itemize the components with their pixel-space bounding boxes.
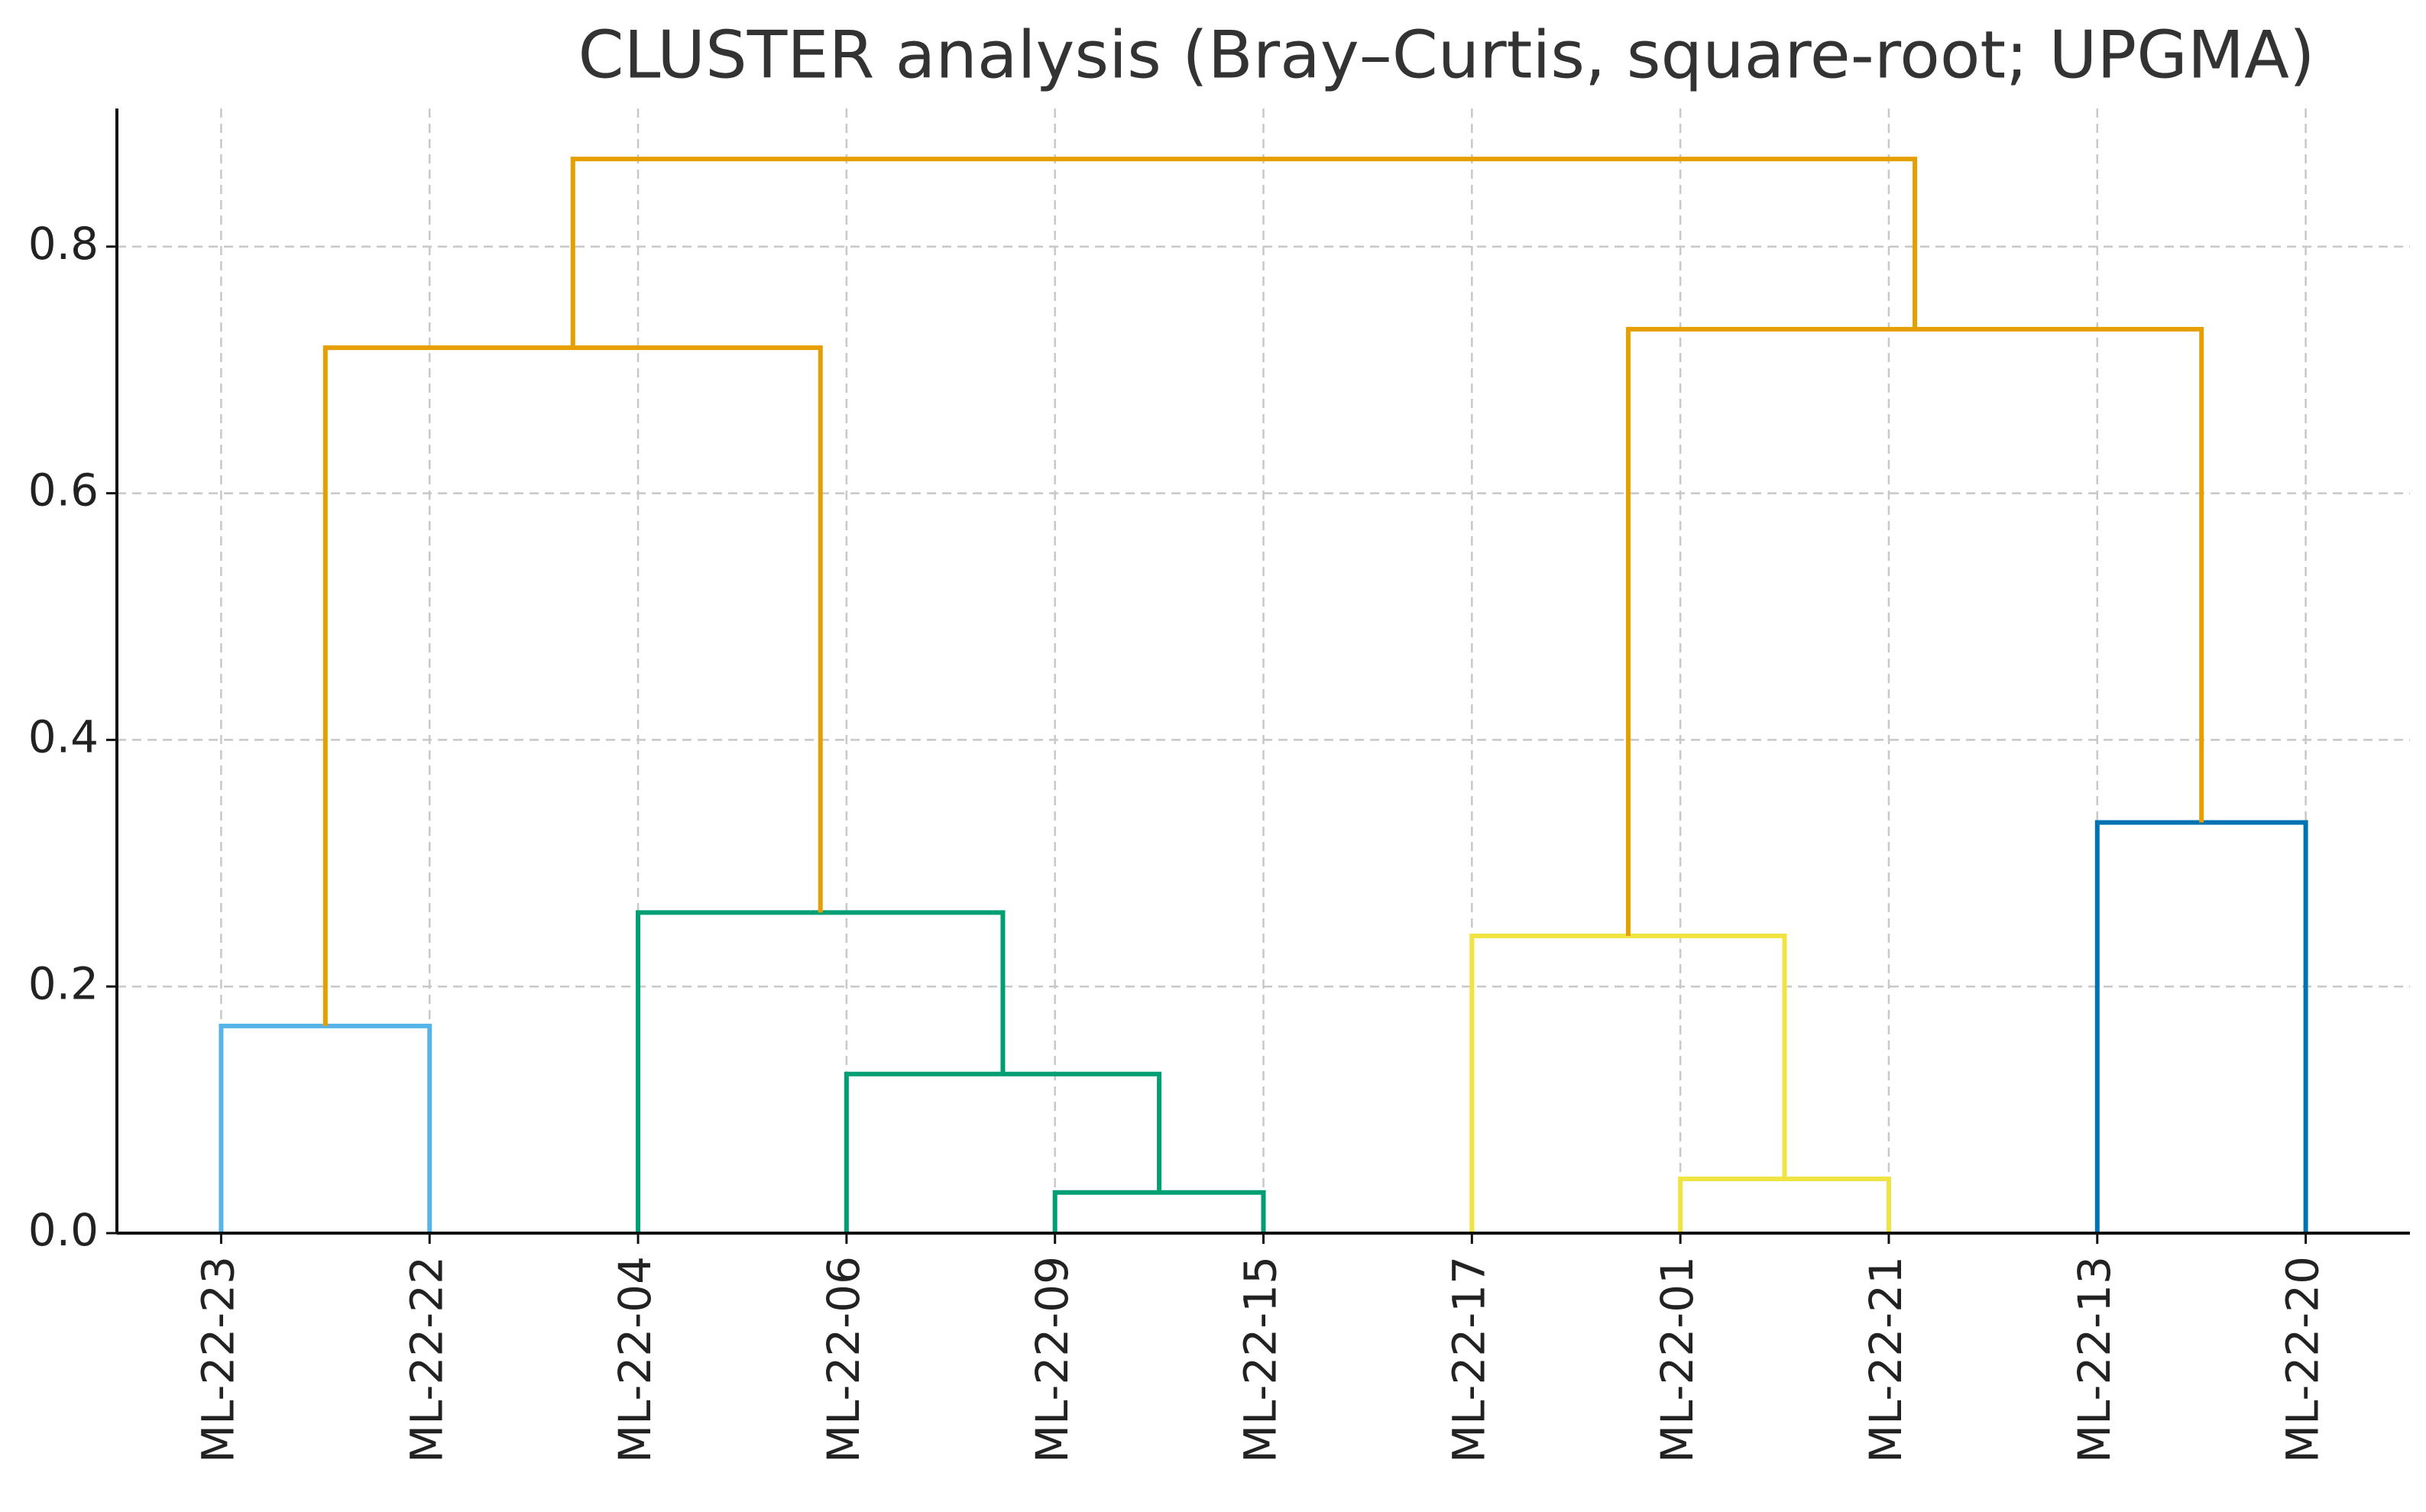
cluster-link (219, 1023, 432, 1233)
leaf-label: ML-22-01 (1651, 1256, 1703, 1463)
leaf-label: ML-22-09 (1026, 1256, 1078, 1463)
chart-title: CLUSTER analysis (Bray–Curtis, square-ro… (578, 17, 2315, 93)
leaf-label: ML-22-22 (400, 1256, 452, 1463)
y-tick-label: 0.4 (28, 711, 99, 762)
cluster-link (322, 345, 823, 1026)
cluster-link (1469, 934, 1787, 1233)
leaf-label: ML-22-20 (2277, 1256, 2329, 1463)
cluster-link (1625, 326, 2204, 937)
leaf-label: ML-22-17 (1443, 1256, 1495, 1463)
cluster-link (844, 1071, 1162, 1233)
y-tick-label: 0.2 (28, 957, 99, 1009)
y-tick-label: 0.8 (28, 218, 99, 270)
leaf-label: ML-22-13 (2068, 1256, 2120, 1463)
leaf-label: ML-22-23 (193, 1256, 245, 1463)
cluster-link (570, 157, 1918, 348)
y-tick-label: 0.0 (28, 1204, 99, 1256)
cluster-link (1678, 1176, 1891, 1233)
leaf-label: ML-22-04 (609, 1256, 661, 1463)
cluster-link (1052, 1190, 1266, 1233)
leaf-label: ML-22-15 (1235, 1256, 1287, 1463)
grid (117, 108, 2410, 1235)
cluster-link (2094, 820, 2308, 1233)
y-tick-label: 0.6 (28, 465, 99, 516)
leaf-label: ML-22-06 (818, 1256, 870, 1463)
leaf-label: ML-22-21 (1860, 1256, 1912, 1463)
